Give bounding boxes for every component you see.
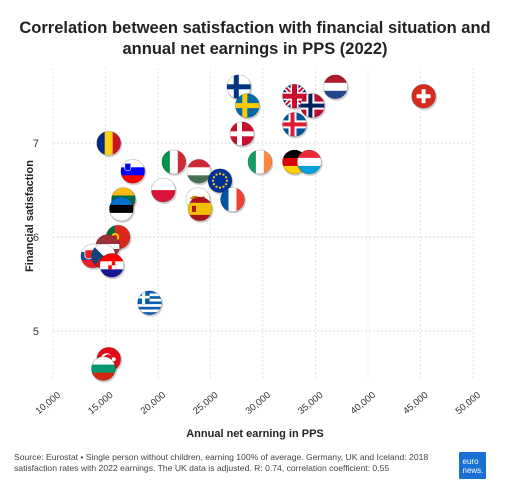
y-tick-label: 5	[33, 326, 39, 338]
flag-marker-hr	[99, 252, 126, 280]
flag-marker-hu	[186, 159, 213, 186]
flag-marker-ee	[109, 196, 135, 223]
flag-marker-is	[282, 112, 308, 139]
y-tick-label: 6	[33, 232, 39, 244]
y-axis-ticks: 5 6 7	[33, 138, 39, 338]
flag-marker-dk	[229, 121, 256, 148]
x-tick-label: 15,000	[86, 390, 115, 417]
chart-title-line-2: annual net earnings in PPS (2022)	[122, 40, 388, 58]
flag-marker-si	[120, 159, 147, 186]
flag-marker-nl	[323, 74, 349, 101]
source-note: Source: Eurostat • Single person without…	[14, 452, 429, 473]
x-axis-ticks: 10,000 15,000 20,000 25,000 30,000 35,000 40,0…	[34, 390, 483, 417]
data-points	[80, 74, 438, 383]
flag-marker-pl	[151, 177, 177, 205]
flag-marker-ro	[96, 130, 123, 158]
flag-marker-ch	[411, 83, 438, 111]
flag-marker-no	[300, 93, 326, 120]
grid-lines	[52, 68, 474, 378]
flag-marker-bg	[91, 356, 117, 383]
flag-marker-gr	[137, 290, 164, 317]
x-tick-label: 30,000	[244, 390, 273, 417]
flag-marker-gb	[282, 83, 308, 111]
x-tick-label: 10,000	[34, 390, 63, 417]
x-tick-label: 40,000	[349, 390, 378, 417]
x-tick-label: 35,000	[296, 390, 325, 417]
chart-title-line-1: Correlation between satisfaction with fi…	[19, 19, 491, 37]
x-axis-label: Annual net earning in PPS	[186, 428, 324, 440]
chart-title: Correlation between satisfaction with fi…	[0, 18, 510, 60]
flag-marker-it	[161, 149, 188, 176]
x-tick-label: 25,000	[191, 390, 220, 417]
x-tick-label: 45,000	[401, 390, 430, 417]
flag-marker-ie	[247, 149, 274, 176]
flag-marker-fr	[220, 187, 246, 214]
euronews-logo: euro news.	[459, 452, 486, 479]
x-tick-label: 20,000	[139, 390, 168, 417]
flag-marker-es	[187, 196, 214, 223]
flag-marker-se	[235, 93, 261, 120]
y-axis-label: Financial satisfaction	[24, 160, 36, 272]
x-tick-label: 50,000	[454, 390, 483, 417]
flag-marker-lu	[296, 149, 323, 176]
y-tick-label: 7	[33, 138, 39, 150]
